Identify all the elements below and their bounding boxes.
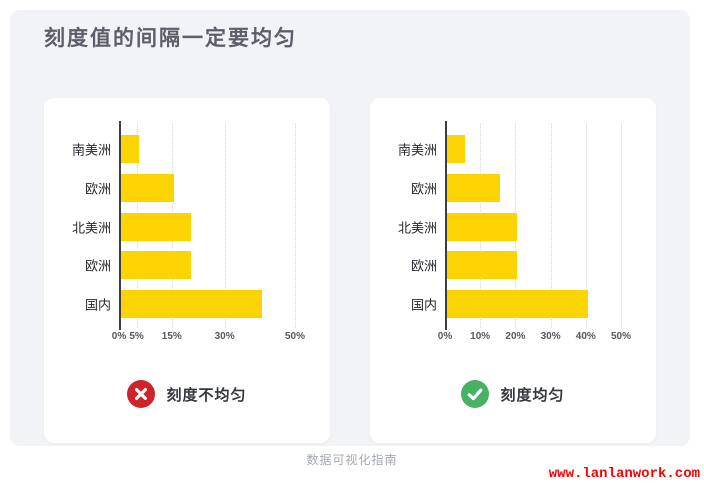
y-axis-line	[119, 121, 121, 330]
x-tick-label: 10%	[470, 331, 491, 342]
chart-card-uniform: 0% 10% 20% 30% 40% 50% 南美洲 欧洲 北美洲 欧洲 国内 刻度均匀	[370, 98, 656, 443]
page-title: 刻度值的间隔一定要均匀	[44, 27, 297, 50]
category-label: 欧洲	[84, 258, 111, 274]
verdict-caption-good: 刻度均匀	[370, 379, 656, 409]
bar	[121, 135, 139, 163]
check-icon	[461, 380, 490, 408]
gridline	[585, 123, 587, 328]
bar-chart-nonuniform-scale: 0% 5% 15% 30% 50% 南美洲 欧洲 北美洲 欧洲 国内	[44, 98, 330, 443]
x-tick-label: 30%	[540, 331, 561, 342]
gridline	[224, 123, 226, 328]
bar-chart-uniform-scale: 0% 10% 20% 30% 40% 50% 南美洲 欧洲 北美洲 欧洲 国内	[370, 98, 656, 443]
gridline	[550, 123, 552, 328]
category-label: 北美洲	[397, 220, 437, 235]
bar	[121, 251, 192, 280]
x-tick-label: 50%	[610, 331, 632, 342]
bar	[447, 173, 500, 202]
footer-caption: 数据可视化指南	[306, 453, 398, 467]
bar	[447, 251, 518, 280]
chart-card-nonuniform: 0% 5% 15% 30% 50% 南美洲 欧洲 北美洲 欧洲 国内 刻度不均匀	[44, 98, 330, 443]
category-label: 南美洲	[397, 142, 437, 158]
bar	[121, 290, 262, 318]
x-tick-label: 40%	[575, 331, 596, 342]
verdict-label-good: 刻度均匀	[500, 386, 565, 404]
bar	[121, 212, 192, 241]
bar	[121, 173, 174, 202]
x-tick-label: 0%	[111, 331, 127, 342]
x-tick-label: 15%	[161, 331, 182, 342]
bar	[447, 135, 465, 163]
category-label: 欧洲	[410, 258, 437, 274]
bar	[447, 290, 588, 318]
x-tick-label: 30%	[214, 331, 235, 342]
x-tick-label: 0%	[437, 331, 453, 342]
gridline	[295, 123, 296, 328]
category-label: 国内	[84, 297, 111, 313]
verdict-caption-bad: 刻度不均匀	[44, 379, 330, 409]
bar	[447, 212, 518, 241]
category-label: 国内	[410, 297, 437, 313]
x-tick-label: 20%	[505, 331, 526, 342]
verdict-label-bad: 刻度不均匀	[166, 386, 247, 404]
x-icon	[127, 380, 156, 408]
infographic-panel: 刻度值的间隔一定要均匀 0% 5% 15% 30% 50% 南美洲 欧洲 北美洲 欧洲 国内 刻度…	[10, 10, 690, 446]
gridline	[621, 123, 622, 328]
x-tick-label: 50%	[284, 331, 306, 342]
watermark: www.lanlanwork.com	[548, 466, 700, 482]
category-label: 欧洲	[84, 181, 111, 197]
x-tick-label: 5%	[129, 331, 144, 342]
category-label: 南美洲	[71, 142, 111, 158]
category-label: 北美洲	[71, 220, 111, 235]
category-label: 欧洲	[410, 181, 437, 197]
y-axis-line	[445, 121, 447, 330]
